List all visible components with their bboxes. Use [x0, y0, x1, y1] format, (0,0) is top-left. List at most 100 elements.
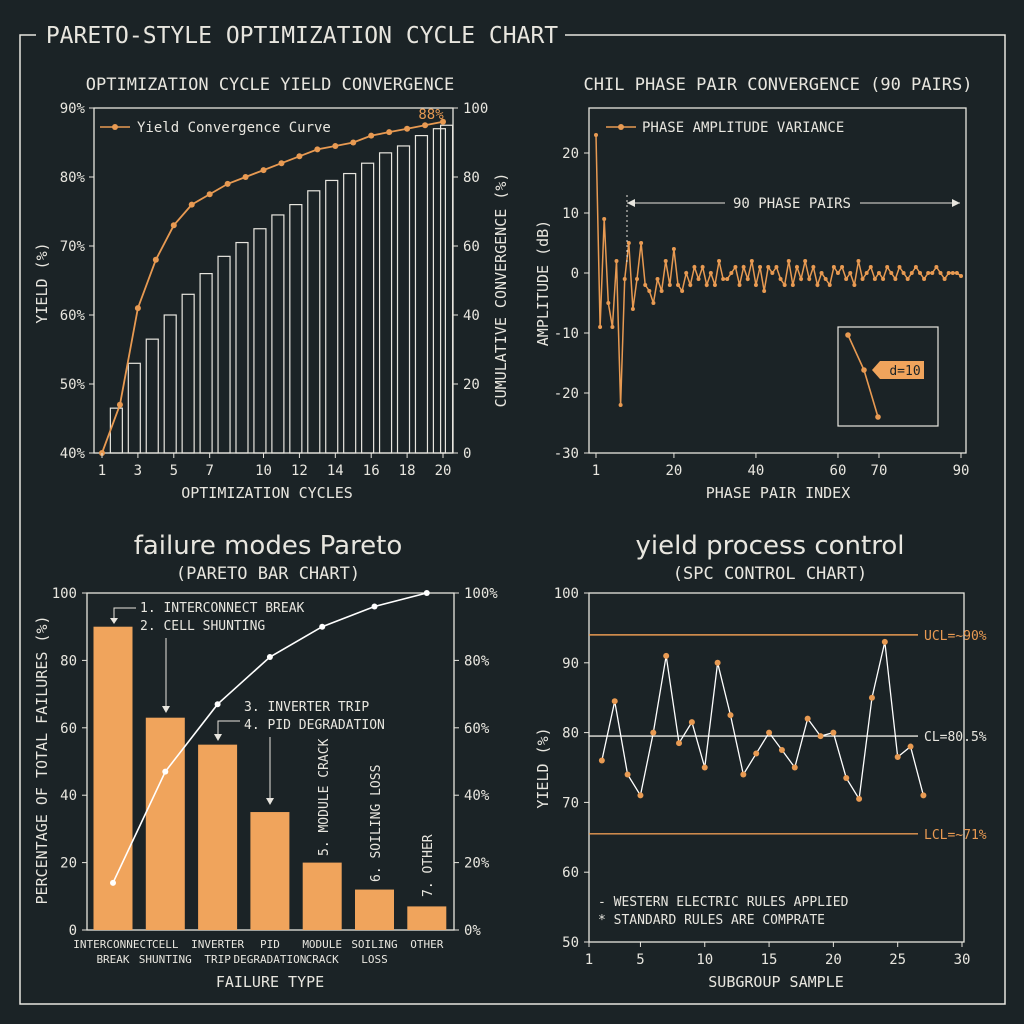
yield-y-tick-label: 40% — [60, 446, 86, 462]
phase-point — [696, 277, 701, 281]
phase-point — [671, 247, 676, 251]
spc-point — [714, 659, 721, 666]
convergence-bar — [145, 338, 159, 454]
phase-point — [831, 265, 836, 269]
yield-y-ticks: 40% 50% 60% 70% 80% 90% — [60, 101, 94, 462]
phase-plot-area — [588, 107, 967, 454]
spc-point — [624, 771, 631, 778]
annotation-pid: 4. PID DEGRADATION — [244, 718, 385, 733]
annotation-arrow-3 — [217, 720, 240, 736]
spc-x-tick-label: 15 — [761, 952, 778, 968]
phase-point — [778, 277, 783, 281]
yield-curve — [99, 118, 446, 456]
phase-legend-marker — [618, 124, 624, 130]
phase-point — [881, 277, 886, 281]
convergence-bar — [378, 152, 393, 454]
phase-point — [790, 283, 795, 287]
phase-point — [959, 274, 963, 278]
inset-tag-label: d=10 — [889, 364, 920, 379]
phase-y-tick-label: 0 — [571, 266, 579, 282]
spc-point — [688, 719, 695, 726]
phase-point — [827, 283, 832, 287]
failure-bar — [145, 717, 185, 930]
phase-point — [856, 259, 861, 263]
phase-point — [782, 283, 787, 287]
convergence-bar — [235, 241, 249, 454]
yield-y-tick-label: 80% — [60, 170, 86, 186]
yield-point — [242, 174, 249, 180]
phase-x-tick-label: 60 — [830, 463, 847, 479]
cumulative-point — [371, 603, 378, 610]
phase-point — [885, 265, 890, 269]
pareto-y-label: PERCENTAGE OF TOTAL FAILURES (%) — [33, 616, 51, 905]
failure-bar — [355, 889, 394, 930]
yield-legend-label: Yield Convergence Curve — [137, 120, 331, 136]
phase-point — [794, 265, 799, 269]
convergence-bar — [163, 314, 177, 454]
yield-point — [206, 191, 213, 198]
spc-point — [856, 795, 863, 802]
spc-y-tick-label: 60 — [562, 865, 579, 881]
phase-point — [770, 271, 775, 275]
phase-point — [651, 301, 656, 305]
yield-x-tick-label: 7 — [205, 463, 213, 479]
phase-y-tick-label: 20 — [562, 146, 579, 162]
spc-y-tick-label: 90 — [562, 656, 579, 672]
convergence-bar — [271, 214, 285, 454]
spc-point — [843, 774, 850, 781]
annotation-arrowhead-1 — [110, 618, 118, 624]
spc-point — [676, 740, 683, 747]
phase-point — [954, 271, 959, 275]
cumulative-point — [423, 590, 430, 596]
phase-point — [626, 241, 631, 245]
yield-point — [152, 256, 159, 263]
pareto-cumulative-tick-label: 40% — [464, 788, 490, 804]
phase-point — [663, 259, 668, 263]
yield-point — [314, 146, 321, 153]
spc-point — [727, 712, 734, 719]
pareto-y-tick-label: 100 — [52, 586, 77, 602]
phase-point — [729, 271, 734, 275]
phase-point — [942, 277, 947, 281]
phase-point — [938, 271, 943, 275]
spc-point — [650, 729, 657, 736]
yield-point — [350, 139, 357, 146]
phase-point — [811, 265, 816, 269]
phase-point — [721, 277, 726, 281]
yield-x-tick-label: 1 — [98, 463, 106, 479]
yield-convergence-panel: OPTIMIZATION CYCLE YIELD CONVERGENCE 40%… — [33, 75, 510, 502]
yield-point — [170, 222, 177, 229]
yield-bars — [109, 124, 454, 454]
phase-point — [704, 283, 709, 287]
convergence-bar — [181, 293, 195, 454]
spc-y-ticks: 50 60 70 80 90 100 — [554, 586, 589, 951]
category-label: MODULE — [302, 938, 342, 951]
spc-point — [701, 764, 708, 771]
spc-point — [881, 638, 888, 645]
yield-point — [134, 305, 141, 312]
phase-point — [766, 265, 771, 269]
phase-point — [749, 259, 754, 263]
spc-point — [894, 754, 901, 761]
inset-point — [845, 332, 851, 338]
category-label: INTERCONNECT — [73, 938, 153, 951]
yield-legend-marker — [112, 124, 118, 130]
spc-panel: yield process control (SPC CONTROL CHART… — [534, 531, 987, 991]
phase-point — [823, 277, 828, 281]
yield-x-tick-label: 5 — [170, 463, 178, 479]
phase-point — [852, 283, 857, 287]
failure-pareto-panel: failure modes Pareto (PARETO BAR CHART) … — [33, 531, 498, 991]
spc-point — [663, 652, 670, 659]
spc-point — [868, 694, 875, 701]
phase-amplitude-line — [594, 133, 963, 407]
annotation-arrowhead-2 — [162, 706, 170, 713]
pareto-x-label: FAILURE TYPE — [216, 973, 324, 991]
phase-point — [659, 289, 664, 293]
phase-point — [614, 259, 619, 263]
spc-y-label: YIELD (%) — [534, 727, 552, 808]
spc-subtitle: (SPC CONTROL CHART) — [673, 564, 867, 584]
phase-x-ticks: 1 20 40 60 70 90 — [592, 453, 969, 479]
phase-point — [844, 277, 849, 281]
pareto-cumulative-line — [110, 590, 430, 886]
phase-point — [667, 283, 672, 287]
